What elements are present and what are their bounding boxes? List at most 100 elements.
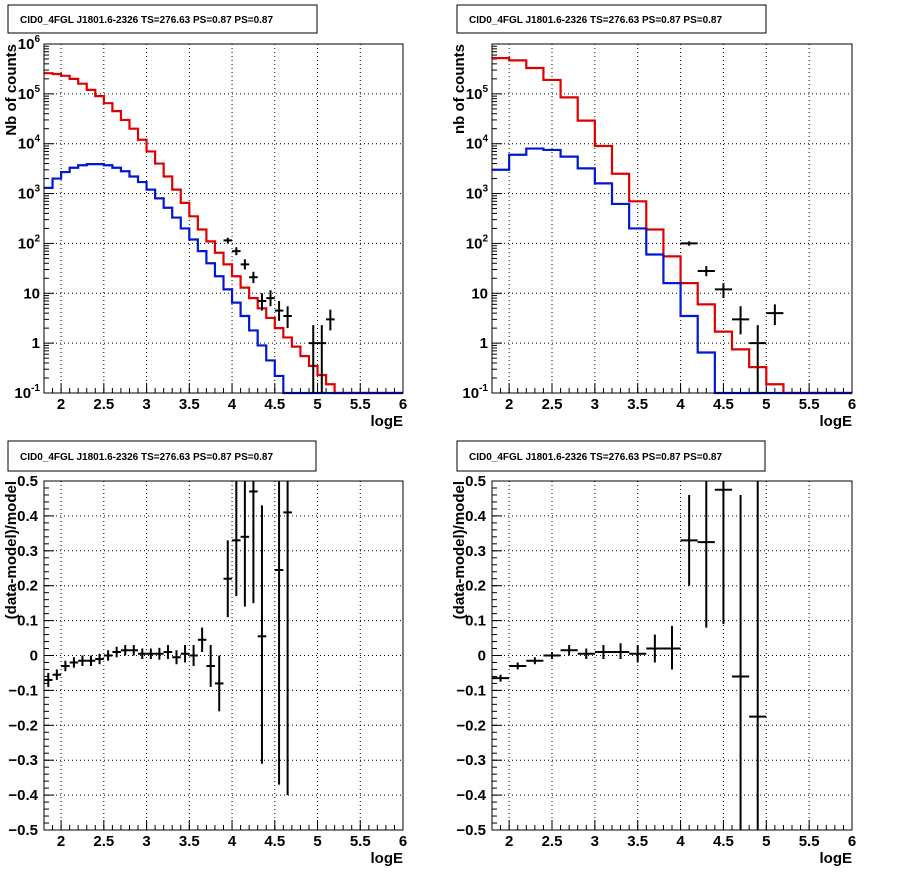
x-tick-label: 3: [591, 396, 599, 413]
y-tick-label: 105: [18, 84, 41, 103]
x-tick-label: 5: [313, 833, 321, 850]
y-tick-label: 0.1: [465, 613, 486, 630]
plot-frame: [491, 43, 853, 394]
x-tick-label: 3: [142, 833, 150, 850]
y-tick-label: 0.4: [465, 508, 487, 525]
plot-frame: [491, 480, 853, 831]
data-point: [714, 481, 732, 625]
data-point: [732, 306, 750, 335]
data-point: [577, 648, 595, 659]
data-point: [326, 309, 335, 331]
data-point: [749, 325, 767, 393]
data-point: [732, 494, 750, 830]
chart-panel-1: CID0_4FGL J1801.6-2326 TS=276.63 PS=0.87…: [3, 4, 407, 430]
chart-panel-2: CID0_4FGL J1801.6-2326 TS=276.63 PS=0.87…: [451, 4, 856, 430]
data-point: [274, 301, 284, 321]
y-tick-label: 1: [32, 335, 40, 352]
data-point: [61, 660, 70, 672]
x-tick-label: 4: [676, 396, 685, 413]
x-tick-label: 6: [399, 396, 407, 413]
y-tick-label: −0.1: [8, 682, 38, 699]
chart-panel-4: CID0_4FGL J1801.6-2326 TS=276.63 PS=0.87…: [451, 440, 856, 867]
y-tick-label: −0.3: [456, 752, 486, 769]
data-point: [240, 481, 250, 607]
x-tick-label: 4: [228, 396, 237, 413]
data-point: [214, 655, 224, 712]
data-point: [95, 653, 104, 665]
y-axis-label: (data-model)/model: [451, 481, 468, 619]
x-tick-label: 2: [57, 833, 65, 850]
data-point: [232, 247, 241, 256]
data-point: [543, 652, 561, 659]
y-tick-label: 104: [466, 134, 489, 153]
x-tick-label: 5.5: [799, 833, 820, 850]
chart-title: CID0_4FGL J1801.6-2326 TS=276.63 PS=0.87…: [469, 15, 722, 26]
data-point: [52, 669, 62, 680]
plot-frame: [43, 43, 404, 394]
x-tick-label: 6: [399, 833, 407, 850]
x-axis-label: logE: [820, 850, 853, 867]
y-axis-label: nb of counts: [451, 44, 468, 134]
y-tick-label: −0.4: [456, 787, 486, 804]
chart-title-box: [456, 440, 766, 472]
x-tick-label: 4.5: [264, 833, 285, 850]
y-tick-label: 0.3: [465, 543, 486, 560]
y-tick-label: 10-1: [462, 383, 488, 402]
data-point: [317, 325, 327, 393]
x-tick-label: 2: [505, 396, 513, 413]
model-source-histogram: [492, 147, 852, 395]
y-tick-label: 0.4: [17, 508, 39, 525]
data-point: [120, 645, 130, 656]
y-tick-label: 1: [480, 335, 488, 352]
x-tick-label: 6: [848, 396, 856, 413]
data-point: [766, 304, 784, 326]
y-tick-label: 0.5: [17, 473, 38, 490]
y-tick-label: 0.2: [465, 578, 486, 595]
model-total-histogram: [44, 72, 403, 395]
model-total-histogram: [492, 57, 852, 395]
data-point: [697, 266, 715, 277]
x-tick-label: 2.5: [93, 396, 114, 413]
x-tick-label: 6: [848, 833, 856, 850]
data-point: [646, 634, 664, 663]
data-point: [680, 494, 698, 586]
data-point: [189, 645, 198, 666]
y-tick-label: −0.2: [456, 717, 486, 734]
y-tick-label: 103: [18, 184, 41, 203]
x-tick-label: 4.5: [713, 833, 734, 850]
data-point: [266, 290, 275, 307]
data-point: [257, 293, 267, 311]
x-tick-label: 3.5: [627, 396, 648, 413]
plot-frame: [43, 480, 404, 831]
y-tick-label: 0: [30, 648, 38, 665]
y-tick-label: 105: [466, 84, 489, 103]
data-point: [594, 645, 612, 659]
data-point: [232, 481, 241, 597]
data-point: [492, 674, 510, 682]
data-point: [44, 672, 53, 687]
x-axis-label: logE: [371, 413, 404, 430]
y-tick-label: 0.5: [465, 473, 486, 490]
y-tick-label: 10-1: [14, 383, 40, 402]
data-point: [612, 643, 630, 659]
y-tick-label: 102: [466, 233, 489, 252]
data-point: [138, 648, 147, 659]
y-tick-label: 104: [18, 134, 41, 153]
x-tick-label: 3.5: [179, 396, 200, 413]
x-tick-label: 3.5: [627, 833, 648, 850]
data-point: [714, 283, 732, 299]
data-point: [86, 655, 96, 666]
y-tick-label: 10: [23, 285, 40, 302]
data-point: [172, 650, 181, 665]
y-tick-label: −0.5: [456, 822, 486, 839]
data-point: [112, 646, 121, 658]
x-tick-label: 5.5: [799, 396, 820, 413]
chart-panel-3: CID0_4FGL J1801.6-2326 TS=276.63 PS=0.87…: [3, 440, 407, 867]
x-axis-label: logE: [371, 850, 404, 867]
data-point: [274, 481, 284, 785]
y-tick-label: −0.3: [8, 752, 38, 769]
chart-title-box: [7, 4, 318, 34]
y-tick-label: 10: [471, 285, 488, 302]
chart-title: CID0_4FGL J1801.6-2326 TS=276.63 PS=0.87…: [469, 452, 722, 463]
data-point: [69, 657, 79, 668]
